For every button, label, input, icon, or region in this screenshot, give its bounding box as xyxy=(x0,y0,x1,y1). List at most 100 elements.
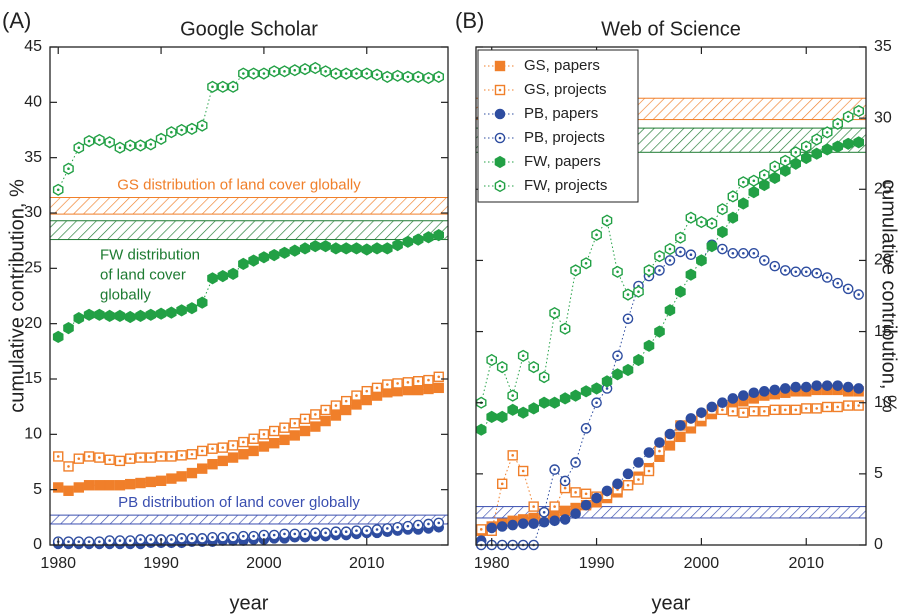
marker-dot xyxy=(118,146,122,150)
data-point xyxy=(124,139,136,152)
marker-shape xyxy=(94,308,105,321)
marker-dot xyxy=(180,454,183,457)
data-point xyxy=(227,440,239,451)
marker-dot xyxy=(532,365,535,369)
data-point xyxy=(217,80,229,93)
marker-dot xyxy=(626,483,630,487)
data-point xyxy=(217,442,228,453)
series-line xyxy=(57,67,439,191)
marker-shape xyxy=(340,404,352,416)
marker-dot xyxy=(406,381,410,384)
marker-shape xyxy=(330,242,342,255)
marker-shape xyxy=(496,410,508,424)
data-point xyxy=(580,385,592,398)
marker-shape xyxy=(580,499,592,511)
marker-shape xyxy=(104,480,115,491)
y-tick-label: 20 xyxy=(874,252,892,269)
data-point xyxy=(361,394,372,406)
marker-shape xyxy=(186,467,198,479)
marker-dot xyxy=(190,537,194,540)
data-point xyxy=(696,407,707,418)
marker-dot xyxy=(815,407,819,410)
marker-dot xyxy=(77,457,81,460)
marker-dot xyxy=(386,383,389,386)
data-point xyxy=(114,309,126,323)
data-point xyxy=(361,243,372,256)
marker-dot xyxy=(836,281,839,285)
data-point xyxy=(155,132,167,146)
data-point xyxy=(832,117,843,130)
legend-marker xyxy=(494,179,506,193)
data-point xyxy=(238,257,249,271)
data-point xyxy=(433,517,445,529)
data-point xyxy=(811,267,823,279)
marker-dot xyxy=(200,449,204,453)
data-point xyxy=(53,482,64,493)
marker-dot xyxy=(846,115,850,119)
data-point xyxy=(166,451,177,462)
data-point xyxy=(176,450,187,461)
data-point xyxy=(696,254,707,267)
data-point xyxy=(289,418,300,429)
data-point xyxy=(207,443,218,454)
data-point xyxy=(549,464,560,475)
data-point xyxy=(633,457,644,468)
marker-dot xyxy=(293,68,297,72)
data-point xyxy=(217,455,228,467)
marker-dot xyxy=(190,127,194,131)
marker-shape xyxy=(351,399,362,410)
marker-dot xyxy=(149,456,153,459)
marker-dot xyxy=(221,85,225,89)
marker-dot xyxy=(498,88,502,92)
data-point xyxy=(654,325,665,338)
data-point xyxy=(207,80,218,93)
marker-shape xyxy=(145,476,156,488)
marker-dot xyxy=(846,404,850,407)
marker-dot xyxy=(128,457,132,460)
data-point xyxy=(507,519,518,531)
marker-shape xyxy=(289,430,300,441)
data-point xyxy=(63,461,74,472)
marker-shape xyxy=(494,155,506,169)
data-point xyxy=(330,400,342,411)
data-point xyxy=(135,534,146,545)
data-point xyxy=(664,242,676,256)
marker-dot xyxy=(616,270,619,274)
legend-marker xyxy=(494,108,506,120)
data-point xyxy=(601,485,613,497)
marker-dot xyxy=(626,293,630,296)
data-point xyxy=(738,197,749,210)
data-point xyxy=(217,531,229,543)
marker-shape xyxy=(738,390,749,401)
marker-dot xyxy=(511,454,514,457)
marker-dot xyxy=(242,72,245,75)
marker-dot xyxy=(553,311,556,315)
marker-dot xyxy=(324,70,327,73)
marker-dot xyxy=(437,521,441,525)
marker-dot xyxy=(128,539,132,542)
data-point xyxy=(392,238,403,252)
data-point xyxy=(528,501,539,512)
data-point xyxy=(654,445,665,457)
marker-dot xyxy=(500,365,504,369)
marker-dot xyxy=(679,250,682,254)
marker-shape xyxy=(166,473,177,484)
legend-label: FW, papers xyxy=(524,153,601,170)
data-point xyxy=(664,304,676,317)
data-point xyxy=(135,309,146,323)
marker-shape xyxy=(423,231,434,244)
data-point xyxy=(155,307,167,320)
data-point xyxy=(299,425,311,437)
marker-shape xyxy=(196,296,208,309)
data-point xyxy=(166,534,177,545)
marker-dot xyxy=(763,173,766,177)
marker-shape xyxy=(549,515,560,527)
marker-dot xyxy=(626,317,630,321)
data-point xyxy=(706,240,718,253)
data-point xyxy=(748,185,760,199)
data-point xyxy=(748,248,760,259)
data-point xyxy=(591,382,602,395)
data-point xyxy=(643,264,655,277)
data-point xyxy=(135,477,146,489)
